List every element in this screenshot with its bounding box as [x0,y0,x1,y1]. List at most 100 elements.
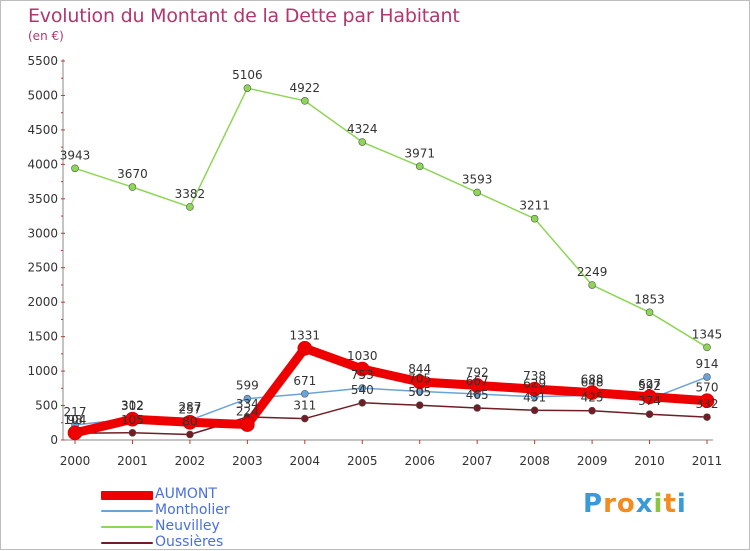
data-label: 98 [67,413,82,427]
x-tick-label: 2009 [577,454,608,468]
data-point [128,183,137,191]
data-label: 3382 [175,187,206,201]
data-label: 1030 [347,349,378,363]
data-point [358,398,367,407]
logo-letter: i [653,489,664,519]
data-label: 705 [408,371,431,385]
logo-letter: x [635,489,654,519]
x-tick-label: 2008 [519,454,550,468]
x-tick-label: 2006 [404,454,435,468]
data-labels: 104 302 257 224 1331 1030 844 792 738 688 627 570 21… [60,68,723,428]
y-tick-label: 0 [50,433,58,447]
legend-label: Montholier [155,502,230,518]
data-point [243,394,252,403]
data-point [243,84,252,92]
chart-unit: (en €) [28,29,64,43]
data-point [415,401,424,410]
data-label: 1331 [290,328,321,342]
data-point [703,413,711,421]
data-point [128,428,137,437]
y-tick-label: 3500 [27,192,58,206]
series-points [67,84,715,441]
data-point [473,404,481,412]
data-point [412,374,428,390]
data-label: 570 [696,381,719,395]
data-point [699,393,715,409]
data-point [703,373,711,381]
logo-letter: P [583,489,604,519]
y-tick-label: 1500 [27,330,58,344]
data-label: 592 [638,379,661,393]
data-label: 1345 [692,327,723,341]
data-label: 105 [121,413,144,427]
data-point [240,417,255,432]
legend-swatch [101,542,153,544]
data-label: 425 [581,391,604,405]
x-tick-label: 2011 [692,454,723,468]
logo-letter: o [616,489,636,519]
y-tick-label: 3000 [27,226,58,240]
data-label: 312 [121,399,144,413]
data-point [354,361,370,377]
data-label: 334 [236,397,259,411]
data-point [301,389,309,398]
data-label: 465 [466,388,489,402]
data-point [584,385,600,400]
data-label: 671 [293,374,316,388]
data-point [703,343,711,352]
data-point [642,389,657,405]
data-point [473,188,481,197]
data-point [71,164,79,173]
data-label: 224 [236,405,259,419]
data-label: 104 [64,413,87,427]
data-label: 3211 [519,199,550,213]
series-line-oussières [74,402,708,436]
axes: 0 500 1000 1500 2000 2500 3000 3500 4000 4500 5000… [27,54,722,468]
data-label: 257 [178,402,201,416]
data-point [530,406,539,415]
x-tick-label: 2004 [290,454,321,468]
data-label: 2249 [577,265,608,279]
data-label: 4324 [347,122,378,136]
data-label: 540 [351,383,374,397]
data-label: 627 [638,377,661,391]
data-point [527,381,542,397]
data-point [530,214,539,223]
data-label: 311 [293,399,316,413]
x-tick-label: 2000 [60,454,91,468]
logo-letter: t [663,489,677,519]
data-label: 431 [523,390,546,404]
data-point [186,430,194,439]
data-label: 80 [182,414,197,428]
data-label: 374 [638,394,661,408]
data-label: 792 [466,365,489,379]
data-label: 629 [523,377,546,391]
data-label: 667 [466,374,489,388]
data-label: 648 [581,375,604,389]
data-label: 3670 [117,167,148,181]
data-point [358,138,367,146]
data-label: 844 [408,362,431,376]
data-label: 914 [696,357,719,371]
data-point [588,281,596,289]
y-tick-label: 5500 [27,54,58,68]
data-point [588,406,596,415]
legend-label: Oussières [155,534,224,550]
data-label: 1853 [634,292,665,306]
data-label: 217 [64,405,87,419]
y-tick-label: 500 [35,399,58,413]
data-point [301,414,309,423]
legend-label: AUMONT [155,486,217,502]
x-tick-label: 2007 [462,454,493,468]
y-tick-label: 1000 [27,364,58,378]
data-label: 332 [696,397,719,411]
data-label: 753 [351,368,374,382]
data-point [67,425,83,441]
y-tick-label: 4000 [27,157,58,171]
data-label: 599 [236,379,259,393]
data-point [186,203,194,211]
data-label: 4922 [290,81,321,95]
data-label: 5106 [232,68,263,82]
x-tick-label: 2003 [232,454,263,468]
